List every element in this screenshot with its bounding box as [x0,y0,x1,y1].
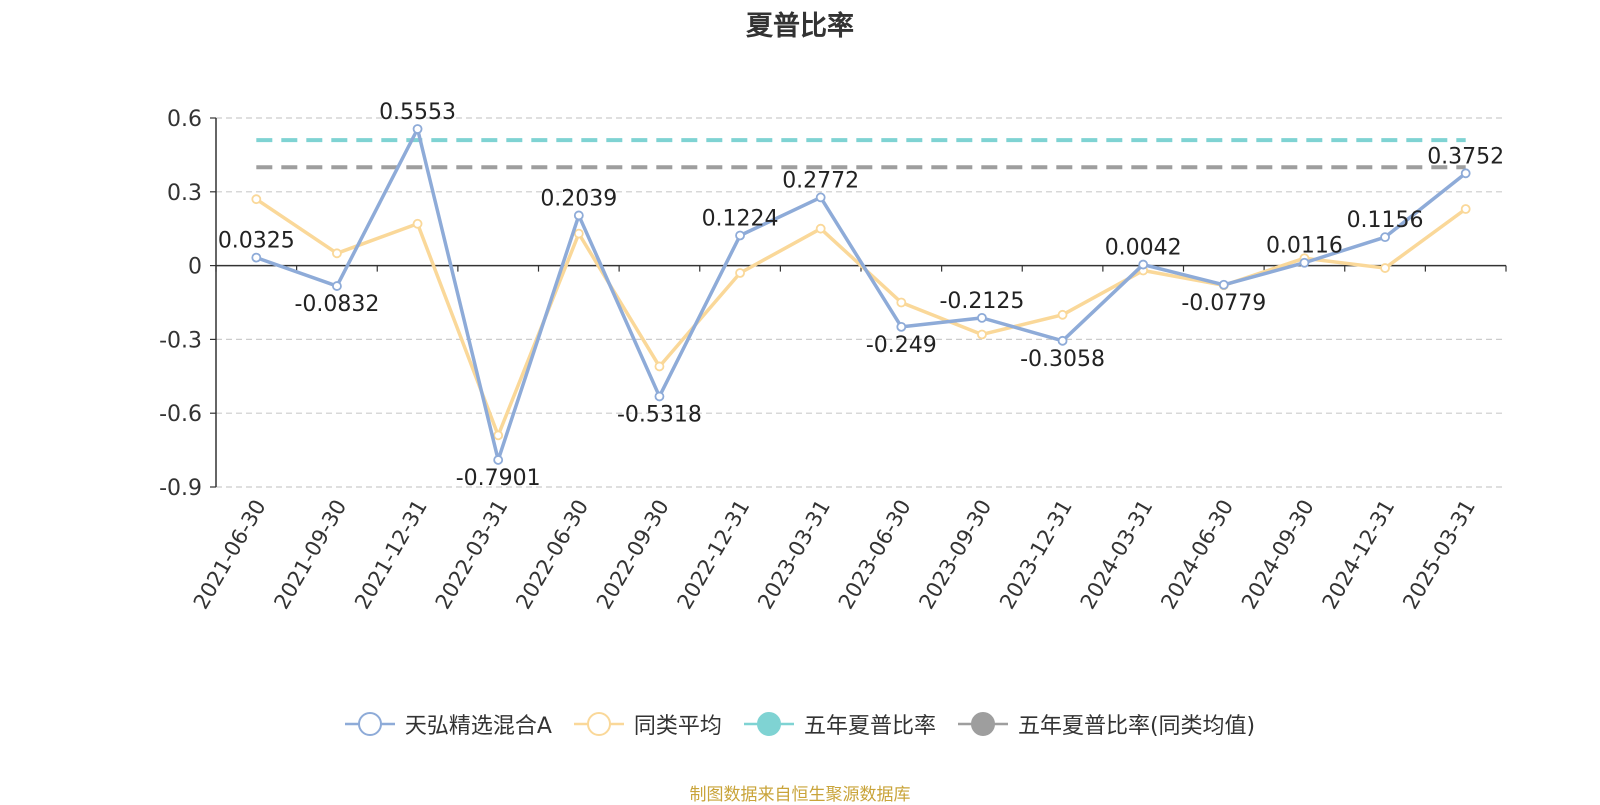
data-point [1299,257,1310,268]
data-point [251,194,262,205]
series-line [255,197,1467,438]
data-point [332,248,342,259]
data-label: 0.0042 [1105,236,1182,261]
data-point [654,361,665,372]
legend: 天弘精选混合A 同类平均 五年夏普比率 五年夏普比率(同类均值) [0,708,1600,740]
data-point [1460,204,1471,214]
x-tick-label: 2023-06-30 [834,496,916,614]
legend-symbol-icon [344,712,395,736]
legend-marker [586,712,611,736]
data-label: 0.2772 [782,168,859,193]
source-note: 制图数据来自恒生聚源数据库 [689,785,911,805]
legend-item[interactable]: 同类平均 [573,708,722,740]
grid-lines [216,117,1506,488]
x-tick-label: 2023-09-30 [914,496,996,614]
y-tick-label: -0.9 [159,476,202,501]
legend-marker [756,712,781,736]
legend-label: 五年夏普比率(同类均值) [1017,714,1256,739]
data-label: -0.2125 [939,289,1024,314]
data-label: -0.0832 [294,292,379,317]
x-tick-label: 2023-12-31 [995,496,1077,614]
y-tick-label: -0.3 [159,328,202,353]
data-label: 0.2039 [540,186,617,211]
legend-item[interactable]: 五年夏普比率(同类均值) [957,708,1256,740]
series-lines [251,124,1471,465]
data-label: -0.3058 [1020,347,1105,372]
data-label: -0.0779 [1181,291,1266,316]
data-point [1380,263,1390,273]
legend-symbol-icon [957,712,1008,736]
legend-marker [970,712,995,736]
x-tick-label: 2022-09-30 [592,496,674,614]
x-tick-label: 2025-03-31 [1398,496,1480,614]
legend-label: 同类平均 [633,714,722,739]
y-tick-label: 0 [188,255,202,280]
data-label: -0.7901 [456,466,541,491]
data-label: -0.5318 [617,402,702,427]
data-point [735,268,745,278]
legend-item[interactable]: 天弘精选混合A [344,708,552,740]
data-label: 0.5553 [379,100,456,125]
data-point [1218,279,1229,290]
data-point [735,230,745,241]
data-point [573,210,584,221]
data-point [896,321,907,332]
legend-label: 天弘精选混合A [404,714,552,739]
data-point [493,455,504,465]
data-label: 0.1156 [1347,208,1424,233]
data-point [815,223,826,234]
x-tick-label: 2022-12-31 [673,496,755,614]
legend-symbol-icon [743,712,794,736]
y-tick-label: 0.3 [167,181,202,206]
x-tick-label: 2022-03-31 [431,496,513,614]
legend-marker [357,712,382,736]
chart-title: 夏普比率 [746,11,854,42]
data-point [1138,259,1149,270]
series-line [255,127,1467,462]
data-point [1057,335,1068,346]
y-tick-label: 0.6 [167,107,202,132]
x-tick-label: 2024-12-31 [1318,496,1400,614]
x-tick-label: 2021-12-31 [350,496,432,614]
data-point [815,192,826,203]
x-tick-label: 2022-06-30 [511,496,593,614]
data-point [412,124,423,134]
data-label: 0.1224 [702,206,779,231]
data-label: 0.0325 [218,229,295,254]
data-point [977,329,987,340]
data-label: -0.249 [866,333,937,358]
legend-symbol-icon [573,712,624,736]
data-labels: 0.0325 -0.0832 0.5553 -0.7901 0.2039 -0.5318 0… [218,100,1504,491]
data-point [896,297,907,308]
x-tick-label: 2023-03-31 [753,496,835,614]
data-label: 0.0116 [1266,234,1343,259]
x-tick-label: 2021-06-30 [189,496,271,614]
x-tick-label: 2024-09-30 [1237,496,1319,614]
data-point [1380,232,1390,243]
x-tick-label: 2024-03-31 [1076,496,1158,614]
x-tick-label: 2024-06-30 [1156,496,1238,614]
reference-lines [256,138,1466,170]
data-point [412,218,423,229]
legend-item[interactable]: 五年夏普比率 [743,708,936,740]
data-point [977,312,987,323]
data-point [493,430,504,441]
data-point [654,391,665,402]
data-point [573,228,584,239]
legend-label: 五年夏普比率 [803,714,936,739]
data-point [251,252,262,263]
x-tick-label: 2021-09-30 [269,496,351,614]
y-tick-label: -0.6 [159,402,202,427]
data-point [1057,309,1068,320]
data-point [1460,168,1471,179]
data-point [332,281,342,291]
data-label: 0.3752 [1427,144,1504,169]
